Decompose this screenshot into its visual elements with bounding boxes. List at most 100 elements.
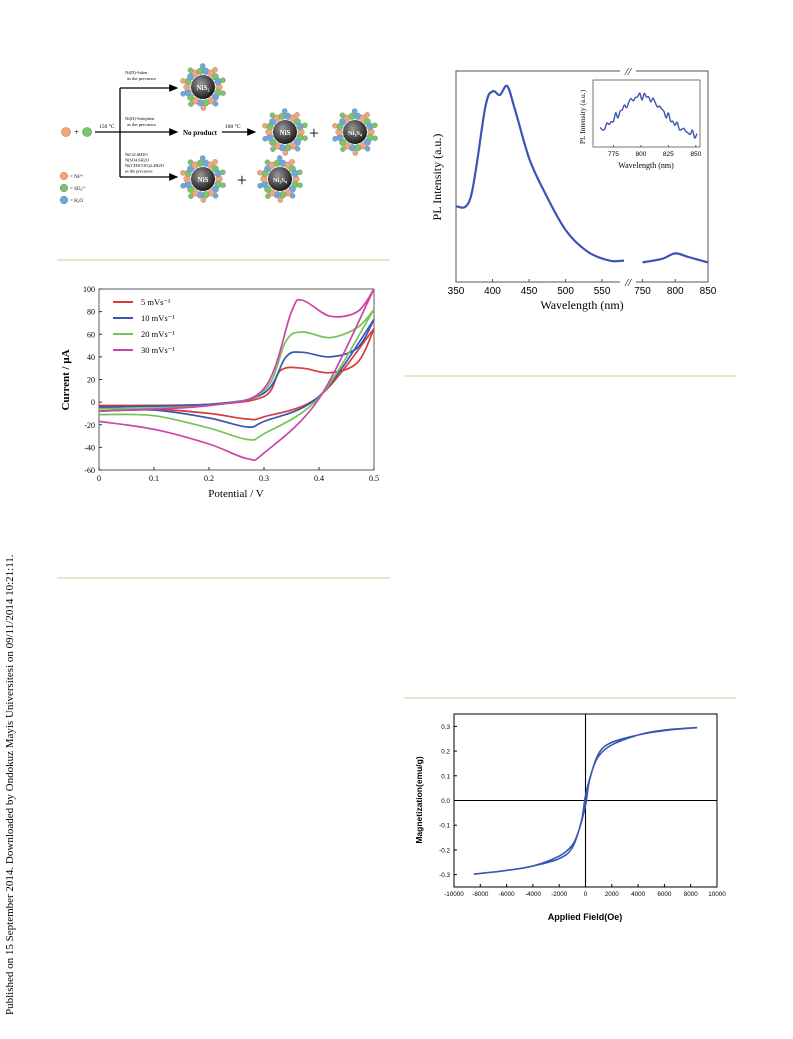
ion-bead — [180, 170, 186, 176]
ion-bead — [269, 112, 276, 118]
x-tick-label: 750 — [634, 286, 651, 297]
ion-bead — [199, 155, 206, 161]
synthesis-scheme: + 150 °C Ni(II)-Salen as the precursor N… — [59, 63, 378, 205]
branch-middle-line1: Ni(II)-Salophen — [125, 116, 155, 121]
y-tick-label: 60 — [87, 330, 95, 339]
so4-ion-icon — [82, 127, 92, 137]
ion-bead — [364, 146, 371, 152]
legend-h2o: = H₂O — [70, 199, 83, 204]
branch-top-line2: as the precursor — [127, 76, 157, 81]
inset-x-tick-label: 800 — [635, 151, 646, 158]
x-tick-label: 800 — [667, 286, 684, 297]
y-tick-label: 0.1 — [441, 773, 450, 780]
ion-bead — [220, 182, 226, 188]
y-tick-label: 0.2 — [441, 749, 450, 756]
y-tick-label: 40 — [87, 353, 95, 362]
ion-bead — [212, 159, 218, 165]
mag-x-label: Applied Field(Oe) — [548, 912, 623, 922]
inset-x-label: Wavelength (nm) — [618, 161, 674, 170]
ion-bead — [276, 155, 283, 161]
ion-bead — [364, 112, 370, 118]
nanoparticle-core — [191, 75, 215, 99]
ion-bead — [187, 67, 194, 73]
ion-bead — [220, 169, 226, 175]
x-tick-label: 0.3 — [259, 474, 269, 483]
download-notice: Published on 15 September 2014. Download… — [4, 554, 16, 1015]
ion-bead — [262, 123, 268, 129]
x-tick-label: 550 — [594, 286, 611, 297]
cv-chart: 0 0.1 0.2 0.3 0.4 0.5 100 80 60 40 20 0 -20 -40 -60 5 … — [60, 285, 379, 500]
ion-bead — [264, 159, 271, 165]
ion-bead — [332, 136, 338, 142]
legend-so4: = SO₄²⁻ — [70, 186, 87, 192]
y-tick-label: 20 — [87, 376, 95, 385]
y-tick-label: -0.3 — [439, 872, 450, 879]
ion-bead — [188, 101, 194, 107]
ion-bead — [297, 182, 303, 188]
x-tick-label: 8000 — [684, 891, 699, 898]
x-tick-label: 4000 — [631, 891, 646, 898]
x-tick-label: 350 — [448, 286, 465, 297]
ion-bead — [200, 105, 207, 111]
x-tick-label: 400 — [484, 286, 501, 297]
branch-bottom-line1: NiCl2.6H2O — [125, 152, 148, 157]
nanoparticle-core — [343, 120, 367, 144]
x-tick-label: 500 — [557, 286, 574, 297]
no-product-label: No product — [183, 129, 218, 137]
product-ni3s4-label: Ni₃S₄ — [348, 130, 362, 137]
ion-bead — [294, 146, 301, 152]
product-nis-label: NiS — [280, 129, 291, 137]
nanoparticle-core — [268, 167, 292, 191]
x-tick-label: 0.4 — [314, 474, 324, 483]
x-tick-label: 0 — [584, 891, 588, 898]
y-tick-label: -40 — [84, 443, 95, 452]
x-tick-label: 0.1 — [149, 474, 159, 483]
inset-y-label: PL Intensity (a.u.) — [578, 89, 587, 144]
ion-bead — [180, 183, 186, 189]
branch-top-line1: Ni(II)-Salen — [125, 70, 148, 75]
x-tick-label: -4000 — [525, 891, 542, 898]
x-tick-label: 850 — [700, 286, 717, 297]
ion-bead — [340, 146, 346, 152]
ion-bead — [302, 122, 308, 128]
pl-series-line — [642, 252, 709, 264]
product-nis2-label: NiS₂ — [197, 84, 210, 92]
pl-series-line — [455, 84, 625, 263]
y-tick-label: 0 — [91, 398, 95, 407]
ion-bead — [281, 108, 288, 114]
x-tick-label: -6000 — [499, 891, 516, 898]
cv-x-label: Potential / V — [208, 488, 263, 500]
x-tick-label: 10000 — [708, 891, 726, 898]
branch-bottom-line2: NiSO4.6H2O — [125, 158, 149, 163]
x-tick-label: 0.2 — [204, 474, 214, 483]
plot-frame — [98, 288, 375, 471]
nanoparticle-core — [191, 167, 215, 191]
y-tick-label: 100 — [83, 285, 95, 294]
x-tick-label: 0 — [97, 474, 101, 483]
ion-bead — [277, 197, 284, 203]
axis-break-bottom: // — [624, 277, 632, 289]
ion-bead — [212, 101, 219, 107]
ion-bead — [265, 193, 271, 199]
nanoparticle-core — [273, 120, 297, 144]
temperature-150: 150 °C — [99, 123, 115, 130]
x-tick-label: 2000 — [605, 891, 620, 898]
ion-bead — [180, 91, 186, 97]
y-tick-label: -20 — [84, 421, 95, 430]
divider — [404, 697, 736, 699]
ion-bead — [187, 159, 194, 165]
branch-bottom-line4: as the precursor — [125, 169, 153, 174]
pl-x-label: Wavelength (nm) — [540, 298, 623, 312]
inset-x-tick-label: 825 — [663, 151, 674, 158]
x-tick-label: -2000 — [551, 891, 568, 898]
ion-bead — [188, 193, 194, 199]
axis-break-top: // — [624, 66, 632, 78]
y-tick-label: -0.2 — [439, 847, 450, 854]
y-tick-label: 0.3 — [441, 724, 450, 731]
ion-bead — [180, 78, 186, 84]
legend-ni: = Ni²⁺ — [70, 174, 84, 180]
inset-series-line — [599, 92, 698, 139]
ion-bead — [220, 90, 226, 96]
ion-bead — [199, 63, 206, 69]
branch-bottom-line3: Ni(CH3COO)2.4H2O — [125, 163, 164, 168]
